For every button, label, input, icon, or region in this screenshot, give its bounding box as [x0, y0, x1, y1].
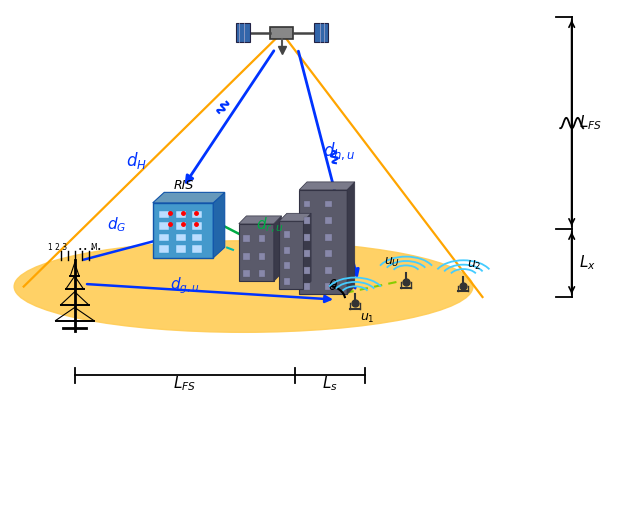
Text: $d_G$: $d_G$ — [106, 215, 126, 234]
Bar — [259, 253, 265, 260]
Bar — [304, 234, 310, 240]
Text: $u_2$: $u_2$ — [467, 259, 482, 272]
Bar — [243, 253, 250, 260]
Bar — [284, 247, 290, 254]
Polygon shape — [300, 182, 355, 190]
Bar — [284, 231, 290, 238]
Bar — [159, 234, 170, 241]
Text: $L_{FS}$: $L_{FS}$ — [579, 114, 602, 133]
Bar — [175, 234, 186, 241]
Bar — [270, 26, 293, 39]
Bar — [304, 284, 310, 290]
Bar — [325, 284, 332, 290]
Bar — [314, 23, 328, 42]
Polygon shape — [239, 216, 282, 224]
Bar — [304, 250, 310, 257]
Bar — [325, 200, 332, 207]
Bar — [192, 211, 202, 218]
Bar — [325, 267, 332, 274]
Text: $\bullet\bullet\bullet\bullet$: $\bullet\bullet\bullet\bullet$ — [77, 245, 102, 251]
Text: RIS: RIS — [173, 179, 194, 191]
Bar — [259, 236, 265, 242]
Bar — [243, 236, 250, 242]
Bar — [304, 267, 310, 274]
Ellipse shape — [14, 241, 473, 332]
Bar — [175, 211, 186, 218]
Text: $d_H$: $d_H$ — [125, 150, 147, 171]
Text: 1 2 3: 1 2 3 — [48, 243, 67, 252]
Text: $d_{h,u}$: $d_{h,u}$ — [323, 140, 356, 161]
Bar — [159, 211, 170, 218]
Bar — [284, 278, 290, 285]
Bar — [175, 245, 186, 252]
Bar — [325, 234, 332, 240]
Polygon shape — [303, 214, 311, 289]
Polygon shape — [274, 216, 282, 281]
Text: $\theta$: $\theta$ — [328, 278, 338, 293]
Bar — [159, 245, 170, 252]
Text: $L_{FS}$: $L_{FS}$ — [173, 375, 196, 393]
Text: $d_{g,u}$: $d_{g,u}$ — [170, 275, 200, 296]
Polygon shape — [279, 214, 311, 221]
Bar — [304, 200, 310, 207]
Polygon shape — [153, 193, 225, 203]
Text: $u_U$: $u_U$ — [384, 256, 400, 269]
Bar — [325, 217, 332, 224]
Text: $L_s$: $L_s$ — [322, 375, 337, 393]
Bar — [300, 190, 347, 295]
Bar — [236, 23, 250, 42]
Polygon shape — [347, 182, 355, 295]
Bar — [239, 224, 274, 281]
Bar — [192, 245, 202, 252]
Bar — [153, 203, 213, 258]
Bar — [159, 222, 170, 229]
Bar — [192, 222, 202, 229]
Bar — [175, 222, 186, 229]
Text: M: M — [91, 243, 97, 252]
Bar — [259, 270, 265, 277]
Bar — [243, 270, 250, 277]
Bar — [192, 234, 202, 241]
Bar — [325, 250, 332, 257]
Text: $L_x$: $L_x$ — [579, 254, 596, 272]
Polygon shape — [213, 193, 225, 258]
Text: $d_{r,u}$: $d_{r,u}$ — [256, 215, 284, 235]
Bar — [304, 217, 310, 224]
Bar — [284, 262, 290, 269]
Text: $u_1$: $u_1$ — [360, 311, 374, 325]
Bar — [279, 221, 303, 289]
